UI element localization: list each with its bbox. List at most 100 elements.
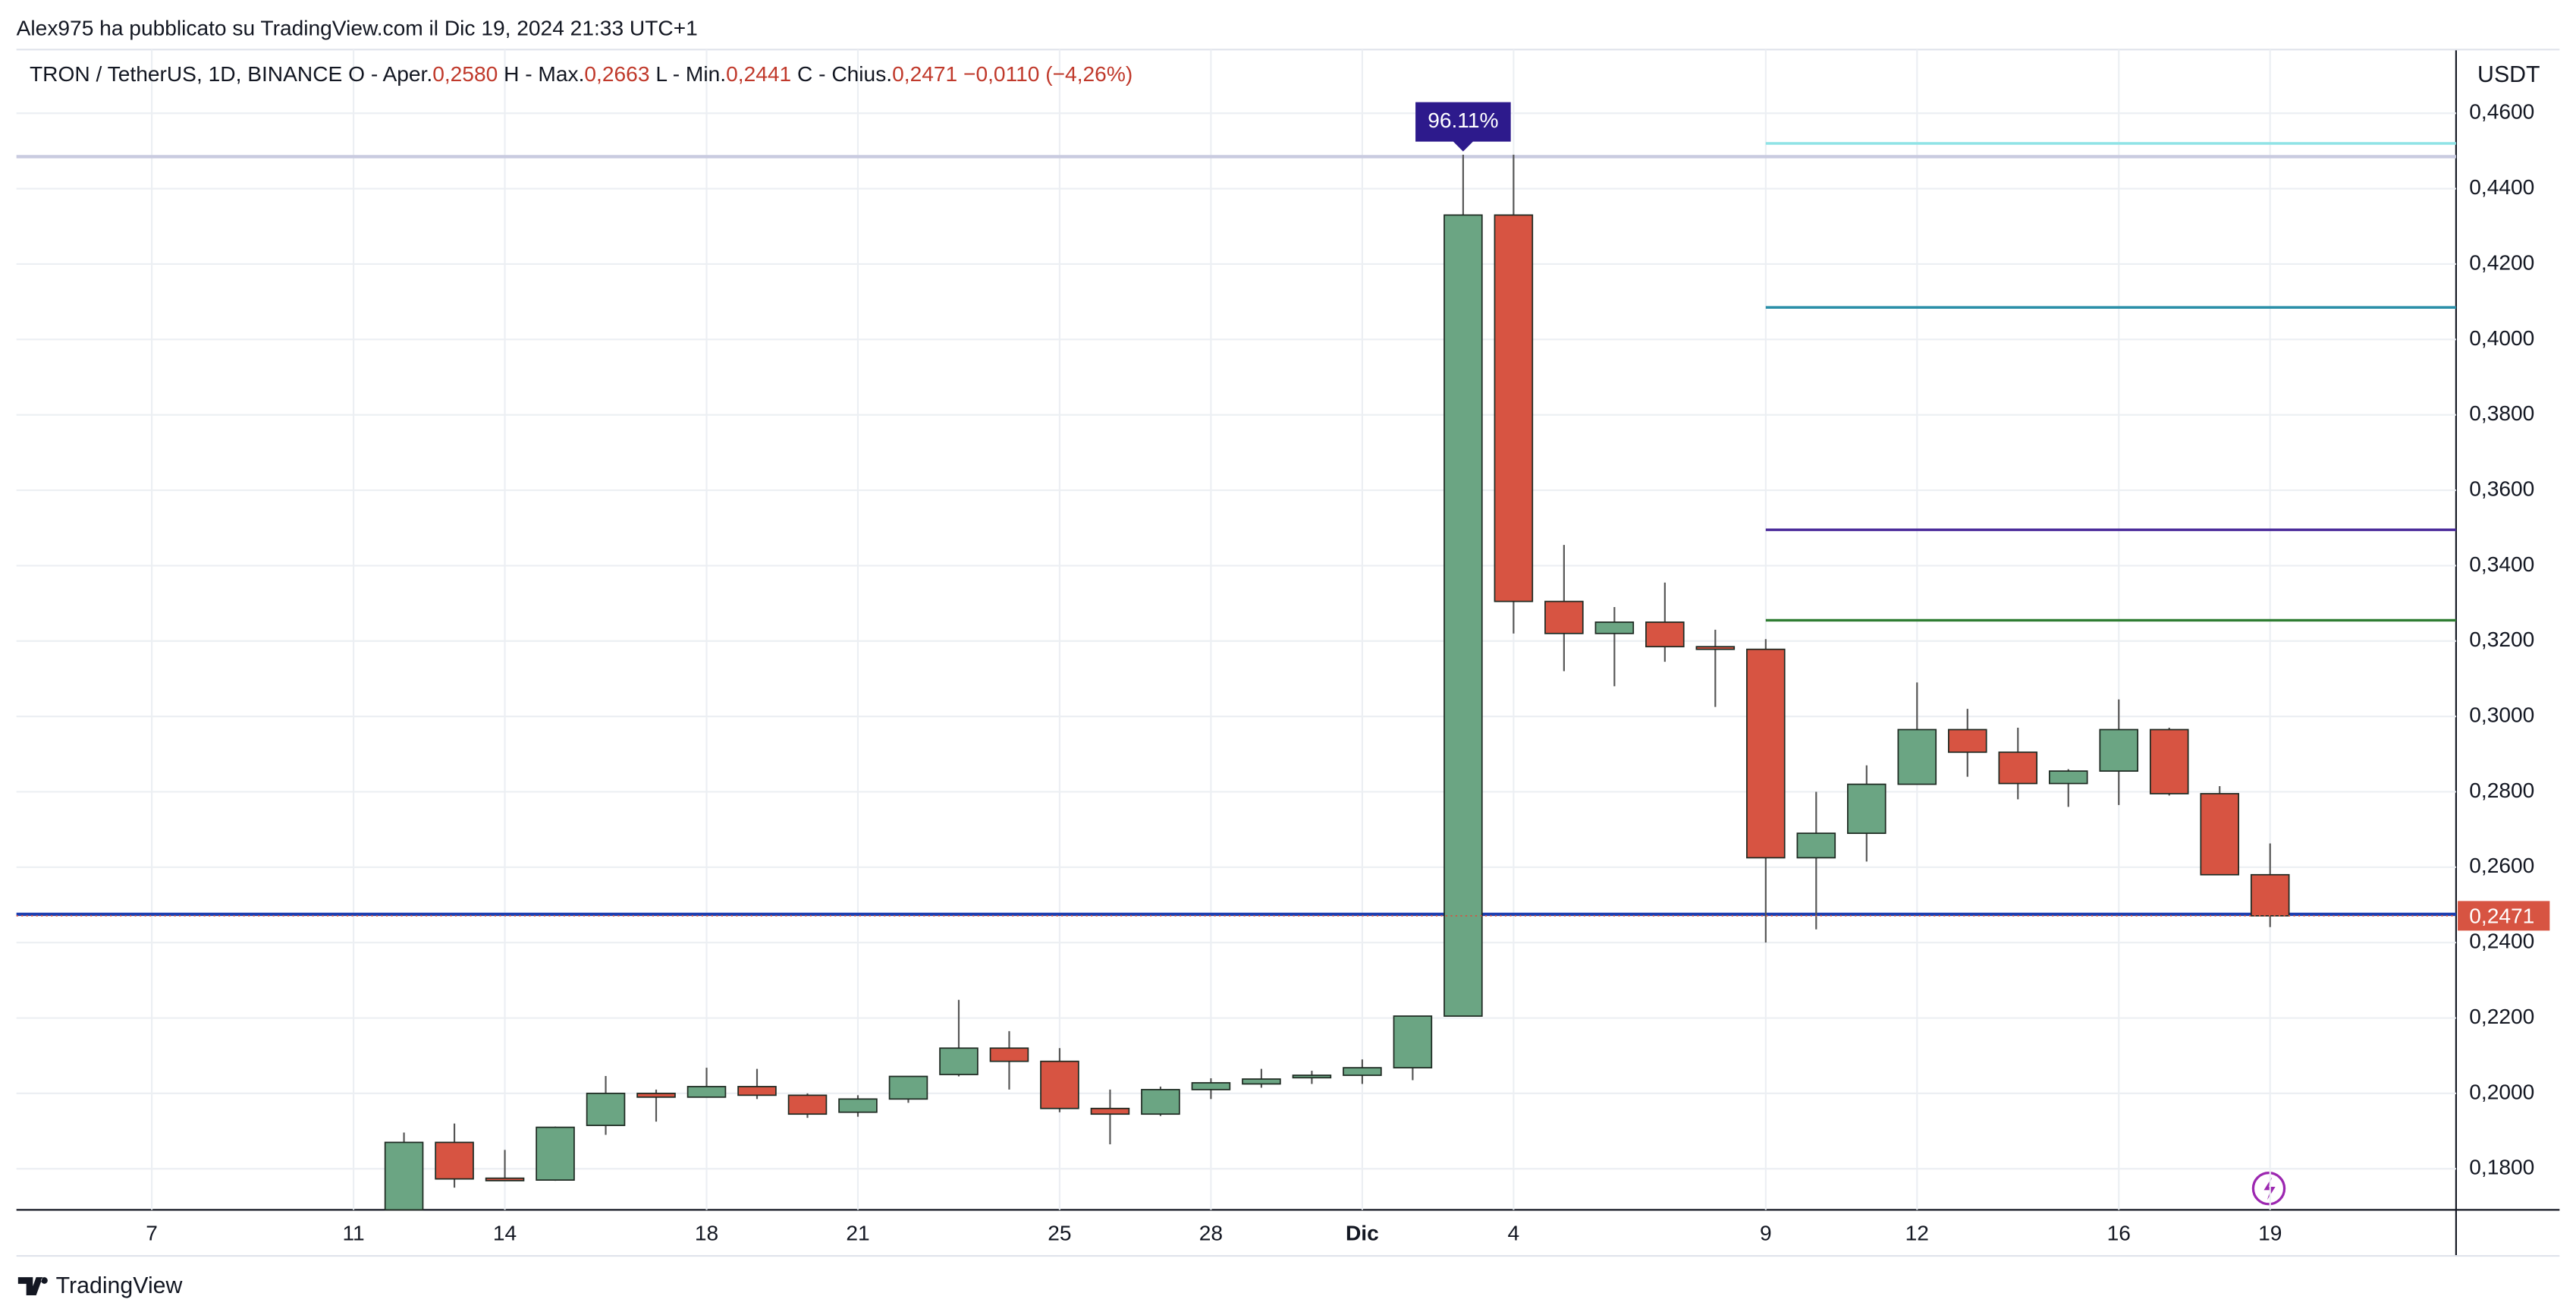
- y-tick-label: 0,4000: [2469, 326, 2534, 350]
- candle-body: [888, 1075, 928, 1100]
- candle: [1141, 1086, 1180, 1116]
- candle-body: [1090, 1107, 1130, 1115]
- plot-area: [16, 49, 2456, 1211]
- x-tick-label: 12: [1905, 1221, 1929, 1244]
- candle-body: [1393, 1015, 1433, 1068]
- ohlc-value: 0,2471: [892, 62, 957, 86]
- candle: [1544, 545, 1584, 672]
- background: [0, 3, 2576, 1309]
- candle-body: [838, 1098, 878, 1113]
- candle-body: [787, 1094, 828, 1115]
- y-tick-label: 0,4200: [2469, 250, 2534, 274]
- candle: [2099, 699, 2139, 805]
- candle: [1292, 1071, 1332, 1084]
- candle-body: [435, 1141, 474, 1180]
- x-tick-label: 28: [1199, 1221, 1223, 1244]
- logo-mark: [17, 1277, 48, 1296]
- x-tick-label: 9: [1760, 1221, 1772, 1244]
- legend: TRON / TetherUS, 1D, BINANCE O - Aper.0,…: [30, 62, 1132, 86]
- candle-body: [989, 1047, 1029, 1062]
- candle-body: [1594, 621, 1635, 634]
- candle: [2048, 769, 2088, 807]
- candle-body: [1897, 728, 1937, 785]
- candle-body: [1141, 1089, 1180, 1115]
- candle: [1594, 607, 1635, 687]
- candle-body: [2200, 793, 2240, 876]
- candle-body: [2250, 873, 2290, 917]
- y-tick-label: 0,2400: [2469, 930, 2534, 953]
- candle: [1090, 1089, 1130, 1144]
- candle-body: [1998, 751, 2038, 785]
- candle: [384, 1132, 424, 1211]
- candle-body: [1645, 621, 1685, 648]
- candle: [1343, 1059, 1382, 1084]
- candle-body: [2099, 728, 2139, 772]
- annotation-label: 96.11%: [1428, 109, 1498, 132]
- x-tick-label: 16: [2107, 1221, 2131, 1244]
- y-tick-label: 0,2200: [2469, 1005, 2534, 1028]
- candle: [989, 1030, 1029, 1090]
- candle: [1695, 629, 1736, 707]
- y-tick-label: 0,3200: [2469, 628, 2534, 651]
- candle-body: [1494, 214, 1534, 603]
- candle: [2149, 728, 2189, 796]
- x-tick-label: 18: [695, 1221, 718, 1244]
- y-tick-label: 0,3000: [2469, 703, 2534, 727]
- candle: [1040, 1048, 1079, 1112]
- ohlc-value: 0,2441: [726, 62, 791, 86]
- ohlc-label: O - Aper.: [348, 62, 432, 86]
- candle: [1191, 1078, 1231, 1100]
- candle: [888, 1075, 928, 1103]
- y-tick-label: 0,1800: [2469, 1156, 2534, 1179]
- candle-body: [1746, 648, 1786, 859]
- ohlc-label: C - Chius.: [797, 62, 892, 86]
- y-tick-label: 0,3600: [2469, 477, 2534, 500]
- candle-body: [1343, 1067, 1382, 1076]
- candle-body: [1292, 1074, 1332, 1079]
- ohlc-label: L - Min.: [655, 62, 726, 86]
- candle: [1494, 154, 1534, 634]
- candle: [1847, 765, 1886, 862]
- x-tick-label: 19: [2258, 1221, 2282, 1244]
- y-tick-label: 0,3400: [2469, 552, 2534, 576]
- x-tick-label: 14: [493, 1221, 517, 1244]
- y-tick-label: 0,4600: [2469, 100, 2534, 124]
- published-note: Alex975 ha pubblicato su TradingView.com…: [17, 17, 698, 40]
- candle: [1746, 639, 1786, 943]
- candle: [838, 1095, 878, 1117]
- candle: [1444, 154, 1483, 1017]
- candle: [686, 1068, 727, 1098]
- candle-body: [536, 1126, 575, 1181]
- candle-body: [1191, 1082, 1231, 1090]
- y-tick-label: 0,4400: [2469, 175, 2534, 199]
- candle: [435, 1123, 474, 1188]
- candle: [1645, 582, 1685, 662]
- brand: TradingView: [56, 1273, 183, 1298]
- ohlc-value: 0,2663: [584, 62, 649, 86]
- annotation-box: [1415, 102, 1511, 152]
- x-tick-label: 11: [342, 1221, 364, 1244]
- candle-body: [737, 1086, 777, 1096]
- candle: [939, 999, 979, 1077]
- candle: [1897, 682, 1937, 785]
- candle: [485, 1150, 525, 1181]
- last-price-label: 0,2471: [2469, 905, 2534, 928]
- x-tick-label: Dic: [1346, 1221, 1379, 1244]
- candle: [1948, 709, 1987, 777]
- candle-body: [1242, 1078, 1281, 1085]
- y-tick-label: 0,2600: [2469, 854, 2534, 877]
- candle-body: [686, 1086, 727, 1098]
- candle: [636, 1089, 676, 1122]
- candle: [536, 1126, 575, 1181]
- candle-body: [485, 1177, 525, 1181]
- x-tick-label: 25: [1048, 1221, 1071, 1244]
- candle-body: [384, 1141, 424, 1211]
- candle-body: [2048, 770, 2088, 785]
- candle-body: [1948, 728, 1987, 754]
- candle-body: [1444, 214, 1483, 1017]
- x-tick-label: 4: [1508, 1221, 1520, 1244]
- y-tick-label: 0,2000: [2469, 1080, 2534, 1103]
- candle-body: [1847, 783, 1886, 834]
- currency-label: USDT: [2477, 62, 2540, 87]
- candle: [737, 1068, 777, 1100]
